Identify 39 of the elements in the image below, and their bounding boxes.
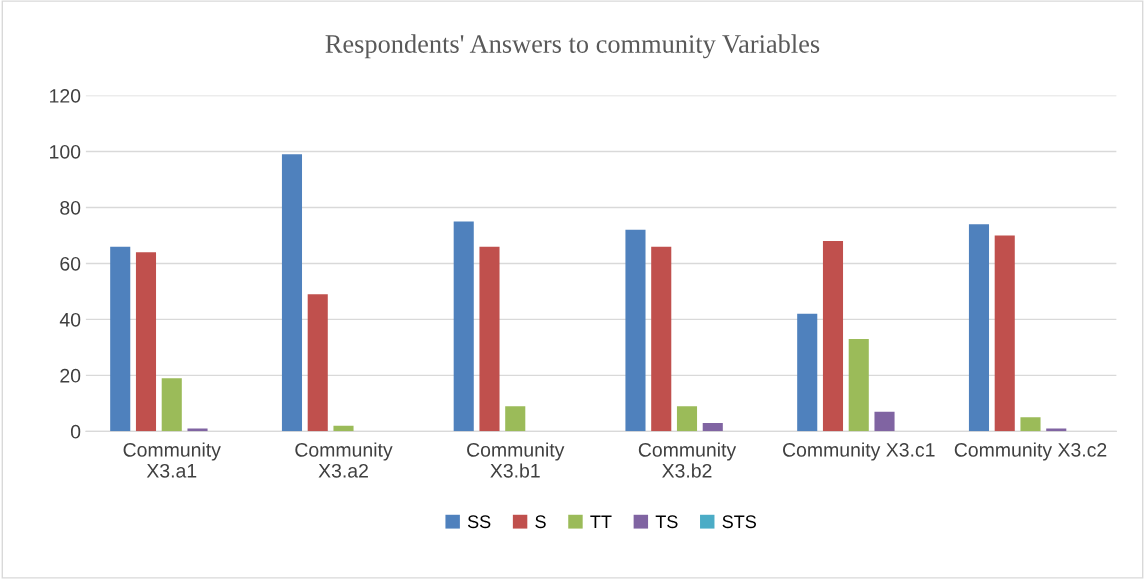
x-tick-label: Community X3.a2 <box>295 442 393 478</box>
y-tick-label: 0 <box>70 424 81 439</box>
bar <box>479 246 500 432</box>
x-tick-label: Community X3.c1 <box>783 442 935 461</box>
bar <box>161 378 182 432</box>
bar <box>994 235 1015 432</box>
bar <box>822 241 844 432</box>
bar <box>968 224 990 432</box>
bar <box>505 406 526 432</box>
legend-label: STS <box>722 515 756 529</box>
legend-label: S <box>535 515 546 529</box>
bar <box>135 252 157 432</box>
bar <box>676 406 698 432</box>
bar <box>1020 417 1041 432</box>
x-tick-label: Community X3.a1 <box>123 442 221 478</box>
legend-label: TS <box>655 515 678 529</box>
x-tick-label: Community X3.c2 <box>954 442 1107 461</box>
y-tick-label: 100 <box>50 144 81 159</box>
y-tick-label: 60 <box>60 256 81 271</box>
bar <box>797 313 818 432</box>
bar <box>874 411 895 432</box>
y-tick-label: 20 <box>60 368 81 383</box>
legend-label: TT <box>590 515 612 528</box>
y-tick-label: 80 <box>60 200 81 215</box>
x-tick-label: Community X3.b1 <box>467 442 565 478</box>
bar <box>333 425 354 432</box>
bar <box>651 246 672 432</box>
bar <box>848 339 869 432</box>
x-tick-label: Community X3.b2 <box>638 442 737 478</box>
legend-label: SS <box>467 515 491 529</box>
bar <box>110 246 131 432</box>
y-tick-label: 40 <box>59 312 81 327</box>
bar <box>625 229 646 432</box>
chart-title: Respondents' Answers to community Variables <box>325 34 820 59</box>
bar <box>453 221 474 432</box>
bar <box>281 154 303 432</box>
bar <box>307 294 328 432</box>
bar <box>702 422 723 432</box>
y-tick-label: 120 <box>50 89 81 103</box>
